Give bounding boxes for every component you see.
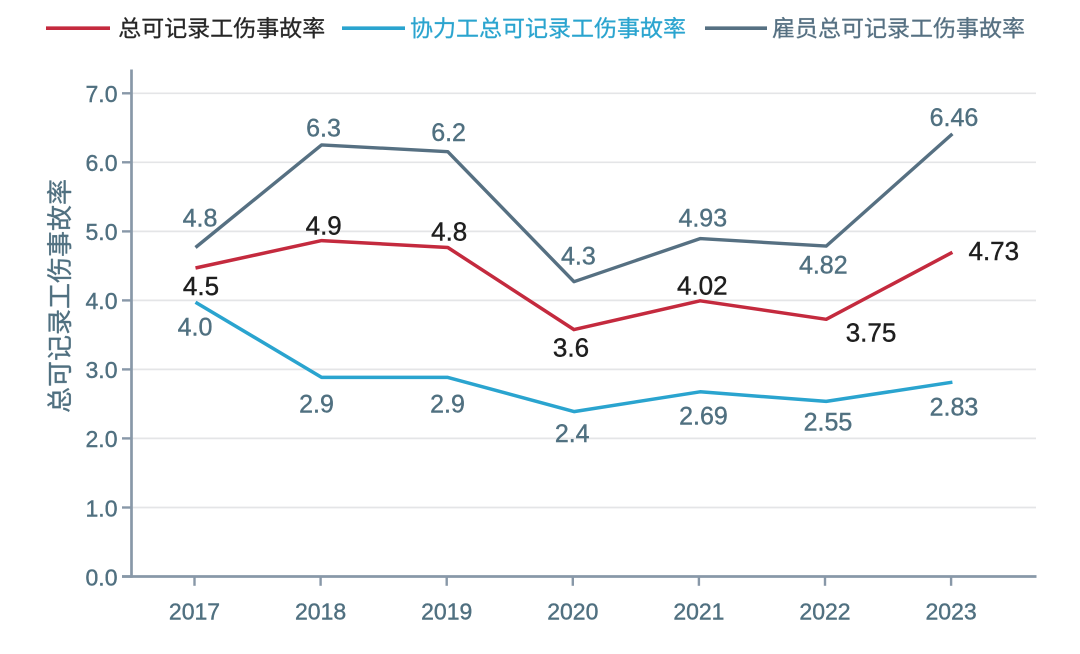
svg-text:2.0: 2.0: [86, 426, 118, 452]
svg-text:7.0: 7.0: [86, 81, 118, 107]
svg-text:2021: 2021: [673, 599, 724, 625]
svg-text:1.0: 1.0: [86, 495, 118, 521]
svg-text:4.93: 4.93: [678, 205, 727, 233]
svg-text:4.82: 4.82: [799, 251, 848, 279]
svg-text:2.83: 2.83: [930, 394, 979, 422]
svg-text:2019: 2019: [421, 599, 472, 625]
svg-text:3.6: 3.6: [553, 332, 589, 362]
svg-text:2.9: 2.9: [430, 391, 465, 419]
svg-text:3.75: 3.75: [846, 318, 897, 348]
svg-text:4.5: 4.5: [183, 271, 219, 301]
svg-text:4.3: 4.3: [561, 243, 596, 271]
svg-text:4.73: 4.73: [969, 236, 1020, 266]
svg-text:0.0: 0.0: [86, 564, 118, 590]
svg-text:5.0: 5.0: [86, 219, 118, 245]
svg-text:4.8: 4.8: [431, 216, 467, 246]
svg-text:2018: 2018: [295, 599, 346, 625]
svg-text:2.4: 2.4: [555, 420, 590, 448]
svg-text:6.0: 6.0: [86, 150, 118, 176]
svg-text:2023: 2023: [926, 599, 977, 625]
svg-text:4.9: 4.9: [306, 210, 342, 240]
svg-text:2.69: 2.69: [679, 403, 728, 431]
svg-text:6.2: 6.2: [431, 119, 466, 147]
svg-text:4.02: 4.02: [677, 271, 728, 301]
svg-text:2.55: 2.55: [804, 409, 853, 437]
svg-text:4.0: 4.0: [86, 288, 118, 314]
svg-text:2.9: 2.9: [299, 391, 334, 419]
svg-text:6.3: 6.3: [306, 115, 341, 143]
svg-text:3.0: 3.0: [86, 357, 118, 383]
svg-text:2017: 2017: [169, 599, 220, 625]
svg-text:2020: 2020: [547, 599, 598, 625]
svg-text:4.0: 4.0: [178, 313, 213, 341]
svg-text:4.8: 4.8: [183, 205, 218, 233]
svg-text:6.46: 6.46: [930, 104, 979, 132]
svg-text:2022: 2022: [799, 599, 850, 625]
